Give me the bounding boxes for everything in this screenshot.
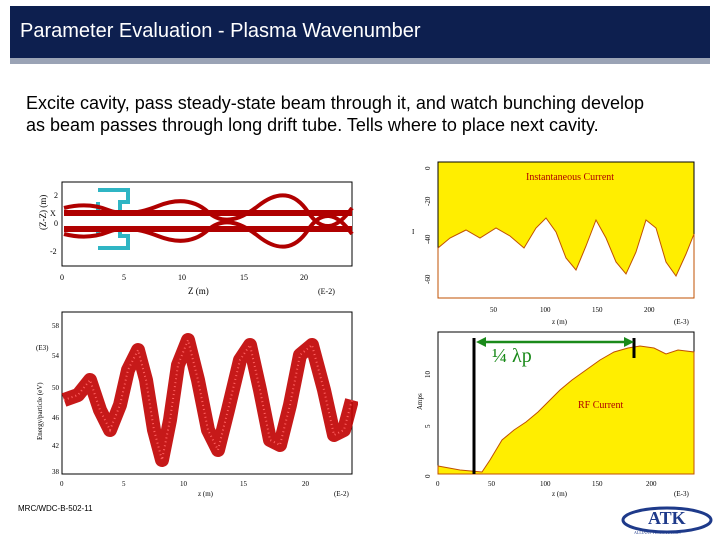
beam-trace <box>63 193 354 249</box>
x-tick-label: 20 <box>302 480 310 488</box>
x-tick-label: 150 <box>592 480 603 488</box>
rf-current-area <box>437 345 695 475</box>
x-multiplier-label: (E-3) <box>674 490 689 498</box>
title-bar <box>10 6 710 58</box>
x-axis-label: z (m) <box>198 490 214 498</box>
y-tick-label: 0 <box>424 474 432 478</box>
x-tick-label: 200 <box>646 480 657 488</box>
x-multiplier-label: (E-2) <box>318 287 335 296</box>
y-tick-label: 5 <box>424 424 432 428</box>
plot-title: RF Current <box>578 400 624 411</box>
x-tick-label: 50 <box>488 480 496 488</box>
y-tick-label: -60 <box>424 274 432 284</box>
y-tick-label: -40 <box>424 234 432 244</box>
y-tick-label: -2 <box>50 247 57 256</box>
plot-title: Instantaneous Current <box>526 172 614 183</box>
beam-envelope-plot: (Z-Z) (m) X 2 0 -2 0 5 10 15 20 Z (m) (E… <box>38 181 354 296</box>
y-tick-label: 10 <box>424 371 432 379</box>
x-tick-label: 150 <box>592 306 603 314</box>
y-tick-label: 0 <box>54 219 58 228</box>
x-axis-label: Z (m) <box>188 286 209 296</box>
x-tick-label: 15 <box>240 273 248 282</box>
quarter-wavelength-label: ¼ λp <box>492 345 532 367</box>
y-axis-label: Amps <box>416 393 424 410</box>
y-tick-label: 54 <box>52 352 60 360</box>
y-tick-label: 50 <box>52 384 60 392</box>
y-multiplier-label: (E3) <box>36 344 49 352</box>
arrowhead-left-icon <box>476 337 486 347</box>
x-tick-label: 5 <box>122 273 126 282</box>
x-tick-label: 15 <box>240 480 248 488</box>
footer-code: MRC/WDC-B-502-11 <box>18 504 93 513</box>
y-tick-label: 0 <box>424 166 432 170</box>
y-tick-label: 58 <box>52 322 60 330</box>
x-tick-label: 0 <box>436 480 440 488</box>
slide-title: Parameter Evaluation - Plasma Wavenumber <box>20 20 421 42</box>
x-tick-label: 100 <box>540 306 551 314</box>
y-axis-label: I <box>412 228 415 236</box>
x-tick-label: 100 <box>540 480 551 488</box>
y-tick-label: 38 <box>52 468 60 476</box>
y-axis-label: (Z-Z) (m) <box>38 195 48 230</box>
rf-current-plot: ¼ λp RF Current 0 5 10 Amps 0 50 100 150… <box>416 331 695 498</box>
y-tick-label: 42 <box>52 442 60 450</box>
instantaneous-current-plot: Instantaneous Current 0 -20 -40 -60 I 50… <box>412 161 695 326</box>
x-axis-label: z (m) <box>552 318 568 326</box>
arrowhead-right-icon <box>624 337 634 347</box>
current-trace <box>437 217 695 299</box>
x-tick-label: 0 <box>60 273 64 282</box>
y-tick-label: 2 <box>54 191 58 200</box>
x-tick-label: 10 <box>178 273 186 282</box>
x-tick-label: 5 <box>122 480 126 488</box>
y-axis-label: Energy/particle (eV) <box>36 382 44 440</box>
x-tick-label: 20 <box>300 273 308 282</box>
logo-text: ATK <box>648 508 686 528</box>
y-tick-label: -20 <box>424 196 432 206</box>
x-multiplier-label: (E-3) <box>674 318 689 326</box>
energy-phase-plot: (E3) Energy/particle (eV) 58 54 50 46 42… <box>36 311 358 498</box>
logo-subtext: ALLIANT TECHSYSTEMS <box>634 530 681 535</box>
body-text: Excite cavity, pass steady-state beam th… <box>26 93 645 135</box>
x-tick-label: 0 <box>60 480 64 488</box>
title-underline <box>10 58 710 64</box>
atk-logo: ATK ALLIANT TECHSYSTEMS <box>621 506 713 535</box>
y-tick-label: 46 <box>52 414 60 422</box>
y-tick-label: X <box>50 209 56 218</box>
x-tick-label: 200 <box>644 306 655 314</box>
x-multiplier-label: (E-2) <box>334 490 349 498</box>
x-axis-label: z (m) <box>552 490 568 498</box>
x-tick-label: 50 <box>490 306 498 314</box>
x-tick-label: 10 <box>180 480 188 488</box>
